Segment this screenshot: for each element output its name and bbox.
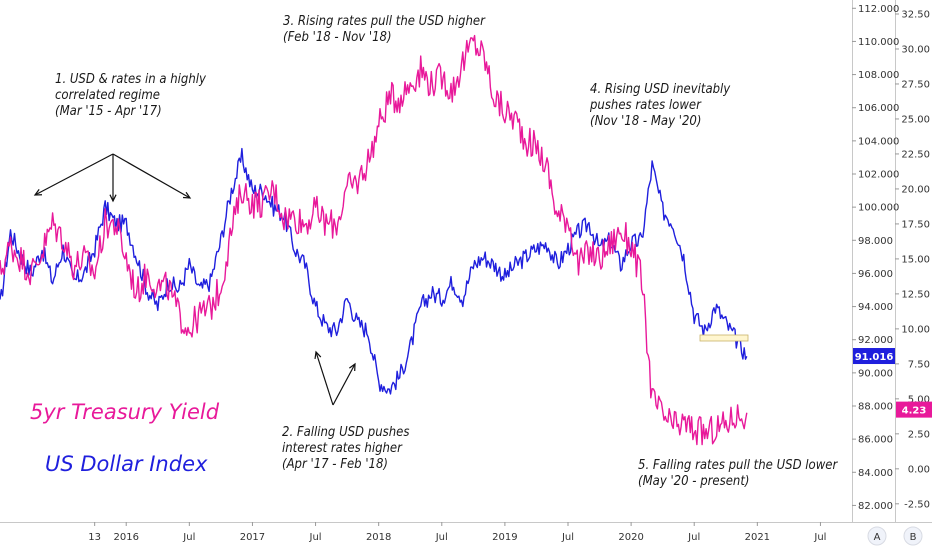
time-tick-label: 2021 <box>745 532 770 543</box>
legend-dollar-label: US Dollar Index <box>45 452 208 476</box>
arrow-regime-1-down <box>109 154 117 203</box>
arrow-regime-2-left <box>314 350 334 406</box>
right-tick-label: 27.50 <box>901 79 930 90</box>
time-tick-label: Jul <box>182 532 195 543</box>
left-tick-label: 98.000 <box>858 236 893 247</box>
price-range-highlight <box>699 334 749 342</box>
time-tick-label: 2016 <box>113 532 138 543</box>
time-tick-label: 2018 <box>366 532 391 543</box>
annotation-3-line-1: 3. Rising rates pull the USD higher <box>283 14 485 29</box>
time-tick-label: Jul <box>435 532 448 543</box>
time-tick-label: 2017 <box>240 532 265 543</box>
left-tick-label: 112.000 <box>858 4 899 15</box>
annotation-4-line-2: pushes rates lower <box>590 98 701 113</box>
left-tick-label: 86.000 <box>858 435 893 446</box>
right-tick-label: 0.00 <box>908 464 930 475</box>
left-tick-label: 106.000 <box>858 103 899 114</box>
right-tick-label: 12.50 <box>901 289 930 300</box>
left-tick-label: 110.000 <box>858 37 899 48</box>
arrow-regime-2-right <box>332 362 356 406</box>
right-tick-label: 22.50 <box>901 149 930 160</box>
last-value-label-yield: 4.23 <box>896 401 932 418</box>
last-value-text: 91.016 <box>855 352 894 363</box>
annotation-5-line-1: 5. Falling rates pull the USD lower <box>638 458 838 473</box>
annotation-1-line-1: 1. USD & rates in a highly <box>55 72 206 87</box>
right-tick-label: 7.50 <box>908 359 930 370</box>
left-tick-label: 90.000 <box>858 368 893 379</box>
last-value-text: 4.23 <box>902 406 927 417</box>
time-tick-label: 13 <box>88 532 101 543</box>
legend-yield-label: 5yr Treasury Yield <box>30 400 220 424</box>
annotation-2-line-2: interest rates higher <box>282 441 402 456</box>
annotation-4-line-3: (Nov '18 - May '20) <box>590 114 702 129</box>
time-axis-ticks: 13 2016 Jul 2017 Jul 2018 Jul 2019 Jul 2020 Jul 202… <box>88 522 826 543</box>
annotation-3-line-2: (Feb '18 - Nov '18) <box>283 30 392 45</box>
right-tick-label: 17.50 <box>901 219 930 230</box>
time-tick-label: Jul <box>687 532 700 543</box>
time-tick-label: 2019 <box>492 532 517 543</box>
left-tick-label: 84.000 <box>858 468 893 479</box>
left-tick-label: 108.000 <box>858 70 899 81</box>
axis-button-left-label: A <box>874 532 881 543</box>
time-tick-label: 2020 <box>618 532 643 543</box>
right-tick-label: 30.00 <box>901 44 930 55</box>
annotation-2-line-3: (Apr '17 - Feb '18) <box>282 457 388 472</box>
series-line-us-dollar-index <box>0 147 748 395</box>
annotation-2-line-1: 2. Falling USD pushes <box>282 425 410 440</box>
annotation-2: 2. Falling USD pushes interest rates hig… <box>282 425 409 473</box>
left-tick-label: 88.000 <box>858 402 893 413</box>
right-tick-label: 20.00 <box>901 184 930 195</box>
left-tick-label: 100.000 <box>858 203 899 214</box>
left-tick-label: 104.000 <box>858 136 899 147</box>
time-tick-label: Jul <box>309 532 322 543</box>
right-tick-label: -2.50 <box>904 499 930 510</box>
axis-button-right[interactable]: B <box>903 526 923 546</box>
last-value-label-dollar: 91.016 <box>853 348 895 365</box>
time-tick-label: Jul <box>561 532 574 543</box>
right-tick-label: 10.00 <box>901 324 930 335</box>
series-line-5yr-treasury-yield <box>0 34 748 446</box>
annotation-3: 3. Rising rates pull the USD higher (Feb… <box>283 14 485 46</box>
right-tick-label: 25.00 <box>901 114 930 125</box>
plot-area <box>0 34 749 446</box>
right-tick-label: 15.00 <box>901 254 930 265</box>
annotation-4-line-1: 4. Rising USD inevitably <box>590 82 731 97</box>
axis-button-left[interactable]: A <box>867 526 887 546</box>
right-tick-label: 32.50 <box>901 9 930 20</box>
annotation-5: 5. Falling rates pull the USD lower (May… <box>638 458 837 490</box>
left-tick-label: 102.000 <box>858 170 899 181</box>
annotation-5-line-2: (May '20 - present) <box>638 474 750 489</box>
right-axis-ticks: 32.50 30.00 27.50 25.00 22.50 20.00 17.50 15.00… <box>895 9 930 510</box>
arrow-regime-1-left <box>33 153 114 196</box>
left-tick-label: 96.000 <box>858 269 893 280</box>
annotation-1-line-3: (Mar '15 - Apr '17) <box>55 104 162 119</box>
annotation-4: 4. Rising USD inevitably pushes rates lo… <box>590 82 730 130</box>
left-tick-label: 94.000 <box>858 302 893 313</box>
last-value-labels: 91.016 4.23 <box>853 348 932 418</box>
arrow-regime-1-right <box>112 153 192 199</box>
annotation-1-line-2: correlated regime <box>55 88 161 103</box>
left-axis-ticks: 112.000 110.000 108.000 106.000 104.000 102.0… <box>852 4 899 512</box>
right-tick-label: 2.50 <box>908 429 930 440</box>
annotation-1: 1. USD & rates in a highly correlated re… <box>55 72 206 120</box>
left-tick-label: 92.000 <box>858 335 893 346</box>
annotation-arrows <box>33 153 356 406</box>
left-tick-label: 82.000 <box>858 501 893 512</box>
time-tick-label: Jul <box>813 532 826 543</box>
axis-button-right-label: B <box>910 532 917 543</box>
right-tick-label: 5.00 <box>908 394 930 405</box>
